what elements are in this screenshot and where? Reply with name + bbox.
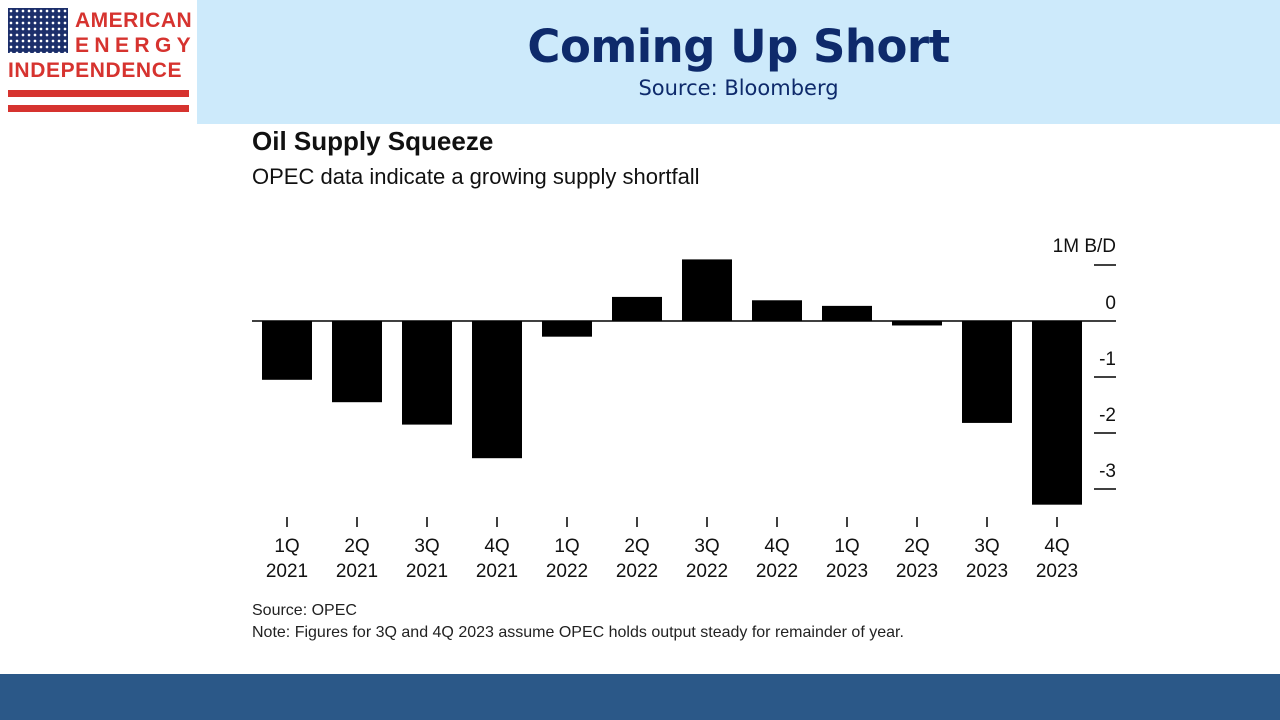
bar-4q-2022 bbox=[752, 300, 802, 321]
bar-3q-2021 bbox=[402, 321, 452, 425]
logo-stripe bbox=[8, 105, 189, 112]
bar-1q-2022 bbox=[542, 321, 592, 337]
logo-word-independence: INDEPENDENCE bbox=[8, 59, 183, 82]
x-tick-label-quarter: 4Q bbox=[764, 536, 789, 557]
x-tick-label-quarter: 1Q bbox=[274, 536, 299, 557]
x-tick-label-quarter: 1Q bbox=[834, 536, 859, 557]
bar-2q-2023 bbox=[892, 321, 942, 326]
x-tick-label-year: 2021 bbox=[406, 561, 448, 582]
x-tick-label-quarter: 3Q bbox=[974, 536, 999, 557]
x-tick-label-year: 2021 bbox=[336, 561, 378, 582]
bar-4q-2023 bbox=[1032, 321, 1082, 505]
x-tick-label-year: 2022 bbox=[546, 561, 588, 582]
x-tick-label-year: 2023 bbox=[896, 561, 938, 582]
x-tick-label-quarter: 1Q bbox=[554, 536, 579, 557]
y-tick-label: -2 bbox=[1099, 405, 1116, 426]
x-tick-label-year: 2023 bbox=[826, 561, 868, 582]
bar-1q-2021 bbox=[262, 321, 312, 380]
bar-4q-2021 bbox=[472, 321, 522, 459]
bar-2q-2021 bbox=[332, 321, 382, 403]
y-tick-label: -3 bbox=[1099, 461, 1116, 482]
chart-source-note: Source: OPEC bbox=[252, 602, 357, 619]
x-tick-label-year: 2022 bbox=[686, 561, 728, 582]
x-tick-label-quarter: 2Q bbox=[344, 536, 369, 557]
x-tick-label-quarter: 3Q bbox=[414, 536, 439, 557]
y-tick-label: -1 bbox=[1099, 349, 1116, 370]
chart-title: Oil Supply Squeeze bbox=[252, 126, 494, 156]
bar-1q-2023 bbox=[822, 305, 872, 321]
x-tick-label-quarter: 4Q bbox=[484, 536, 509, 557]
x-tick-label-year: 2022 bbox=[756, 561, 798, 582]
x-tick-label-quarter: 2Q bbox=[624, 536, 649, 557]
logo-stripe bbox=[8, 90, 189, 97]
x-tick-label-year: 2021 bbox=[266, 561, 308, 582]
x-tick-label-year: 2021 bbox=[476, 561, 518, 582]
slide-header: Coming Up Short Source: Bloomberg bbox=[197, 0, 1280, 124]
x-tick-label-quarter: 3Q bbox=[694, 536, 719, 557]
x-tick-label-quarter: 4Q bbox=[1044, 536, 1069, 557]
american-energy-independence-logo: AMERICAN ENERGY INDEPENDENCE bbox=[8, 8, 192, 120]
chart-footnote: Note: Figures for 3Q and 4Q 2023 assume … bbox=[252, 624, 904, 641]
chart-bars bbox=[262, 259, 1082, 505]
x-tick-label-year: 2023 bbox=[1036, 561, 1078, 582]
x-tick-label-quarter: 2Q bbox=[904, 536, 929, 557]
y-axis: 0 -1 -2 -3 bbox=[1094, 264, 1116, 490]
logo-word-energy: ENERGY bbox=[75, 34, 197, 57]
slide-title: Coming Up Short bbox=[527, 20, 950, 73]
us-flag-icon bbox=[8, 8, 68, 53]
x-axis: 1Q 2021 2Q 2021 3Q 2021 4Q 2021 1Q 2022 2Q 2022 3Q 20… bbox=[266, 517, 1078, 582]
bar-3q-2022 bbox=[682, 259, 732, 321]
slide-footer-bar bbox=[0, 674, 1280, 720]
slide-source: Source: Bloomberg bbox=[638, 76, 839, 100]
y-axis-unit-label: 1M B/D bbox=[1053, 236, 1116, 257]
chart-subtitle: OPEC data indicate a growing supply shor… bbox=[252, 164, 700, 189]
bar-3q-2023 bbox=[962, 321, 1012, 423]
bar-2q-2022 bbox=[612, 296, 662, 321]
x-tick-label-year: 2022 bbox=[616, 561, 658, 582]
logo-word-american: AMERICAN bbox=[75, 9, 193, 32]
y-tick-label: 0 bbox=[1105, 293, 1116, 314]
x-tick-label-year: 2023 bbox=[966, 561, 1008, 582]
